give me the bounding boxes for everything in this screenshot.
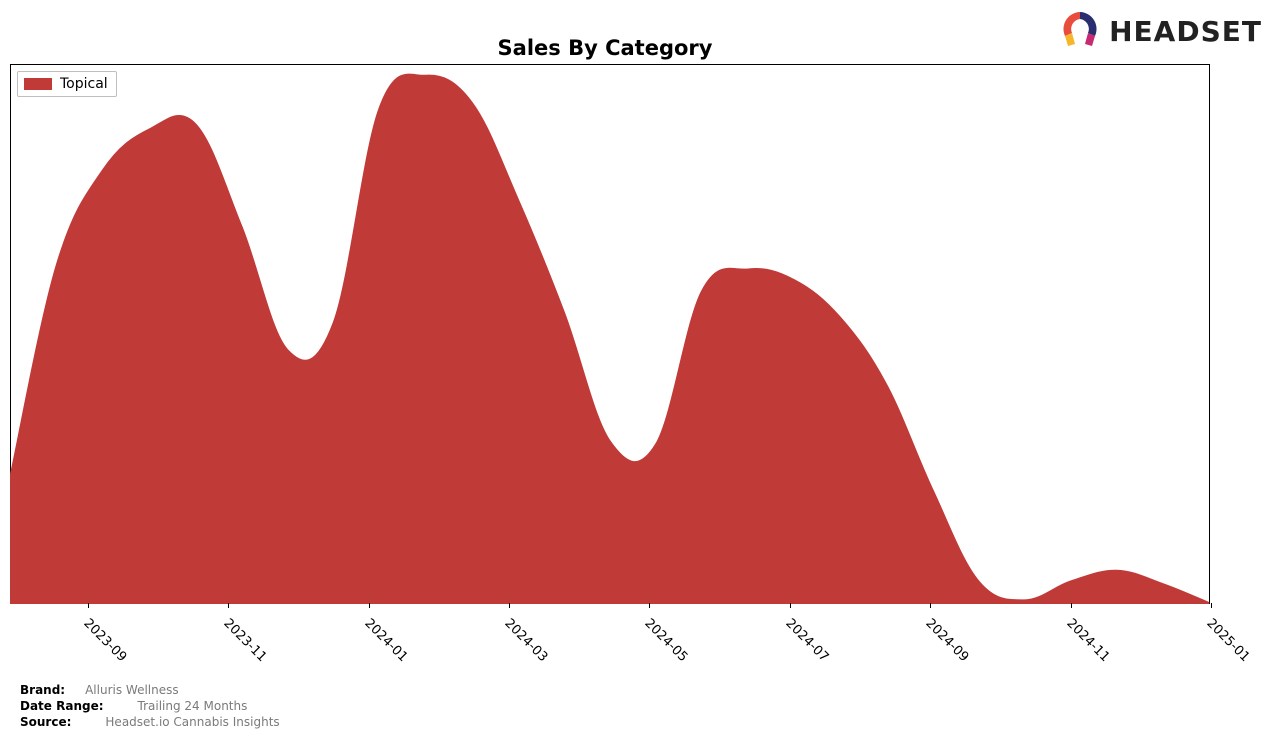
x-tick-label: 2024-09: [923, 616, 972, 665]
x-tick-label: 2024-11: [1063, 616, 1112, 665]
chart-plot-area: Topical: [10, 64, 1210, 604]
meta-label: Brand:: [20, 682, 65, 698]
meta-value: Alluris Wellness: [85, 682, 179, 698]
x-tick-mark: [790, 603, 791, 608]
x-tick-label: 2023-11: [221, 616, 270, 665]
meta-value: Headset.io Cannabis Insights: [105, 714, 279, 730]
meta-row: Source: Headset.io Cannabis Insights: [20, 714, 280, 730]
x-tick-mark: [1071, 603, 1072, 608]
area-chart: [11, 65, 1209, 603]
meta-label: Date Range:: [20, 698, 104, 714]
meta-value: Trailing 24 Months: [138, 698, 248, 714]
x-tick-label: 2024-03: [501, 616, 550, 665]
x-tick-mark: [369, 603, 370, 608]
chart-metadata: Brand: Alluris WellnessDate Range: Trailin…: [20, 682, 280, 730]
legend-label: Topical: [60, 76, 108, 92]
headset-icon: [1059, 8, 1101, 54]
logo: HEADSET: [1059, 8, 1262, 54]
x-tick-label: 2024-07: [782, 616, 831, 665]
logo-text: HEADSET: [1109, 15, 1262, 48]
meta-row: Brand: Alluris Wellness: [20, 682, 280, 698]
meta-label: Source:: [20, 714, 71, 730]
x-tick-label: 2023-09: [80, 616, 129, 665]
x-tick-mark: [228, 603, 229, 608]
x-tick-mark: [930, 603, 931, 608]
chart-title: Sales By Category: [0, 36, 1210, 60]
legend: Topical: [17, 71, 117, 97]
x-tick-mark: [509, 603, 510, 608]
x-tick-mark: [1211, 603, 1212, 608]
x-tick-mark: [88, 603, 89, 608]
legend-swatch: [24, 78, 52, 90]
x-tick-mark: [649, 603, 650, 608]
meta-row: Date Range: Trailing 24 Months: [20, 698, 280, 714]
x-tick-label: 2024-05: [642, 616, 691, 665]
x-tick-label: 2025-01: [1203, 616, 1252, 665]
area-series-topical: [11, 75, 1209, 603]
x-tick-label: 2024-01: [361, 616, 410, 665]
